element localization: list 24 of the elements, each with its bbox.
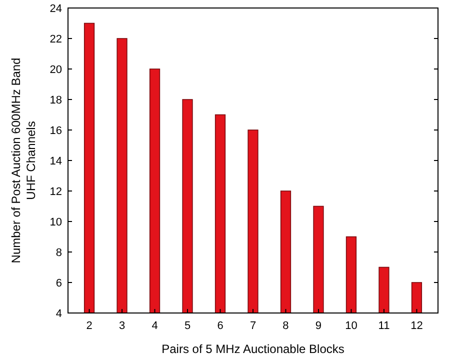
x-tick-label: 7	[250, 320, 256, 332]
y-tick-label: 6	[56, 277, 62, 290]
y-tick-label: 22	[50, 33, 62, 46]
x-tick-label: 4	[152, 320, 158, 332]
x-tick-label: 6	[217, 320, 224, 332]
x-tick-label: 5	[184, 320, 191, 332]
y-tick-label: 14	[50, 155, 62, 168]
y-tick-label: 18	[50, 94, 62, 106]
x-tick-label: 9	[315, 320, 322, 332]
x-tick-label: 2	[86, 320, 92, 332]
x-tick-label: 8	[282, 320, 289, 332]
y-tick-label: 16	[50, 124, 62, 137]
y-tick-label: 24	[50, 2, 62, 15]
x-tick-label: 12	[410, 320, 423, 332]
y-tick-label: 8	[56, 246, 62, 259]
y-tick-label: 20	[50, 64, 62, 76]
y-tick-label: 4	[56, 308, 62, 320]
y-tick-label: 10	[50, 216, 62, 228]
x-tick-label: 3	[118, 320, 126, 332]
y-tick-label: 12	[50, 186, 62, 198]
x-tick-label: 10	[345, 320, 358, 332]
x-axis-title: Pairs of 5 MHz Auctionable Blocks	[162, 342, 344, 356]
x-tick-label: 11	[378, 320, 390, 332]
y-axis-title: Number of Post Auction 600MHz Band UHF Channels	[9, 58, 38, 264]
